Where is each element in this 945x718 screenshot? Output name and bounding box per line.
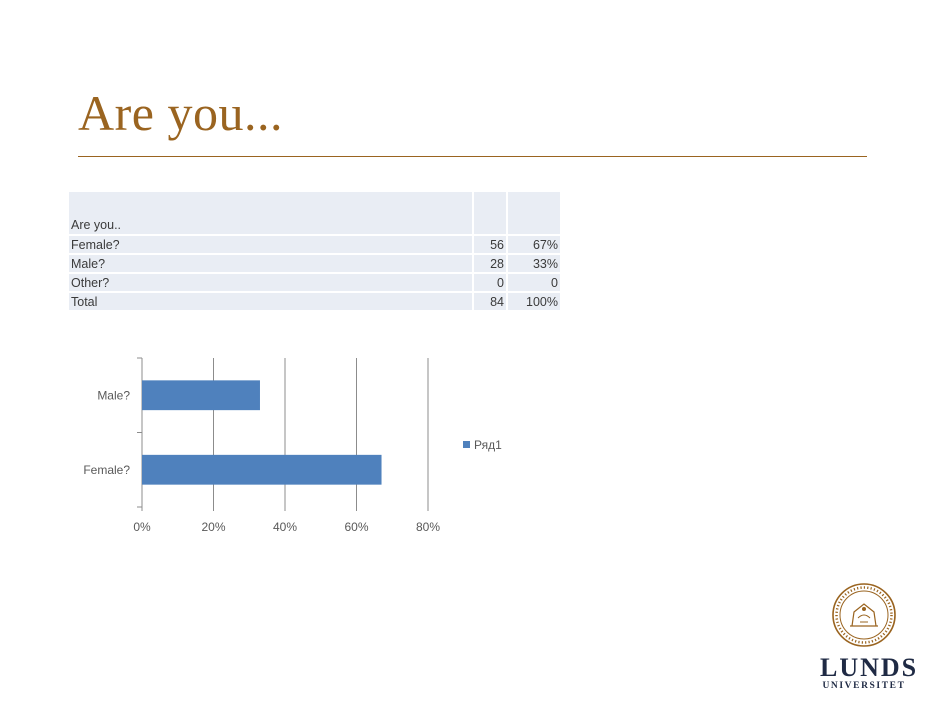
- logo-wordmark: LUNDS: [820, 653, 919, 682]
- row-percent: 67%: [508, 236, 560, 253]
- row-count: 28: [474, 255, 506, 272]
- row-percent: 33%: [508, 255, 560, 272]
- title-divider: [78, 156, 867, 157]
- row-label: Female?: [69, 236, 472, 253]
- logo-subword: UNIVERSITET: [822, 681, 906, 691]
- table-header-percent: [508, 192, 560, 234]
- row-count: 56: [474, 236, 506, 253]
- bar: [142, 380, 260, 411]
- y-category-label: Female?: [83, 463, 130, 477]
- row-label: Total: [69, 293, 472, 310]
- table-row-total: Total 84 100%: [69, 293, 560, 310]
- x-tick-label: 80%: [416, 520, 440, 534]
- x-tick-label: 40%: [273, 520, 297, 534]
- table-row-male: Male? 28 33%: [69, 255, 560, 272]
- row-count: 84: [474, 293, 506, 310]
- university-seal-icon: [832, 583, 896, 647]
- table-header-count: [474, 192, 506, 234]
- x-tick-label: 20%: [201, 520, 225, 534]
- row-count: 0: [474, 274, 506, 291]
- row-label: Male?: [69, 255, 472, 272]
- row-label: Other?: [69, 274, 472, 291]
- table-header-label: Are you..: [69, 192, 472, 234]
- legend-label: Ряд1: [474, 438, 502, 452]
- table-row-other: Other? 0 0: [69, 274, 560, 291]
- row-percent: 0: [508, 274, 560, 291]
- slide-title: Are you...: [78, 85, 283, 141]
- bar-chart: 0% 20% 40% 60% 80% Female? Male? Ряд1: [83, 357, 502, 534]
- x-tick-label: 0%: [133, 520, 151, 534]
- table-row-female: Female? 56 67%: [69, 236, 560, 253]
- x-tick-label: 60%: [344, 520, 368, 534]
- legend-swatch: [463, 441, 470, 448]
- table-header-row: Are you..: [69, 192, 560, 234]
- y-category-label: Male?: [97, 388, 130, 402]
- bar: [142, 454, 382, 485]
- survey-table: Are you.. Female? 56 67% Male? 28 33% Ot…: [67, 190, 562, 312]
- university-logo: LUNDS UNIVERSITET: [820, 582, 919, 692]
- row-percent: 100%: [508, 293, 560, 310]
